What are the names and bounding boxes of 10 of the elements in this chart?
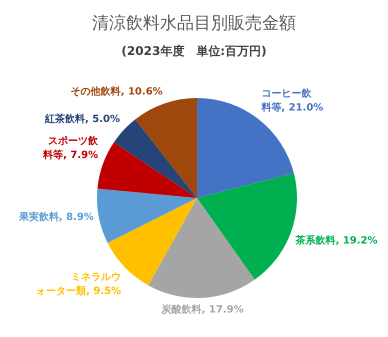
slice-label: ミネラルウォーター類, 9.5%	[36, 272, 122, 298]
slice-label: 果実飲料, 8.9%	[18, 210, 94, 223]
slice-label: 炭酸飲料, 17.9%	[160, 303, 244, 316]
slice-label: スポーツ飲料等, 7.9%	[42, 135, 100, 162]
slice-label: その他飲料, 10.6%	[70, 85, 163, 98]
chart-title: 清涼飲料水品目別販売金額	[92, 14, 296, 34]
slice-label: 茶系飲料, 19.2%	[294, 234, 378, 247]
slice-label: 紅茶飲料, 5.0%	[44, 113, 120, 126]
chart-subtitle: (2023年度 単位:百万円)	[121, 44, 267, 58]
slice-label: コーヒー飲料等, 21.0%	[260, 88, 324, 114]
